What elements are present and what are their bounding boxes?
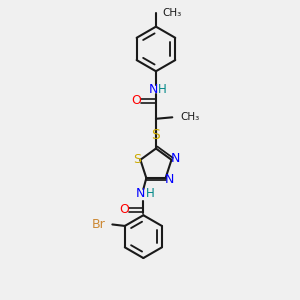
Text: N: N (164, 173, 174, 186)
Text: N: N (148, 82, 158, 96)
Text: O: O (132, 94, 142, 107)
Text: N: N (170, 152, 180, 165)
Text: H: H (146, 187, 154, 200)
Text: O: O (119, 203, 129, 216)
Text: CH₃: CH₃ (181, 112, 200, 122)
Text: S: S (134, 153, 141, 166)
Text: N: N (136, 187, 145, 200)
Text: H: H (158, 82, 167, 96)
Text: CH₃: CH₃ (163, 8, 182, 18)
Text: S: S (152, 128, 160, 142)
Text: Br: Br (92, 218, 106, 231)
